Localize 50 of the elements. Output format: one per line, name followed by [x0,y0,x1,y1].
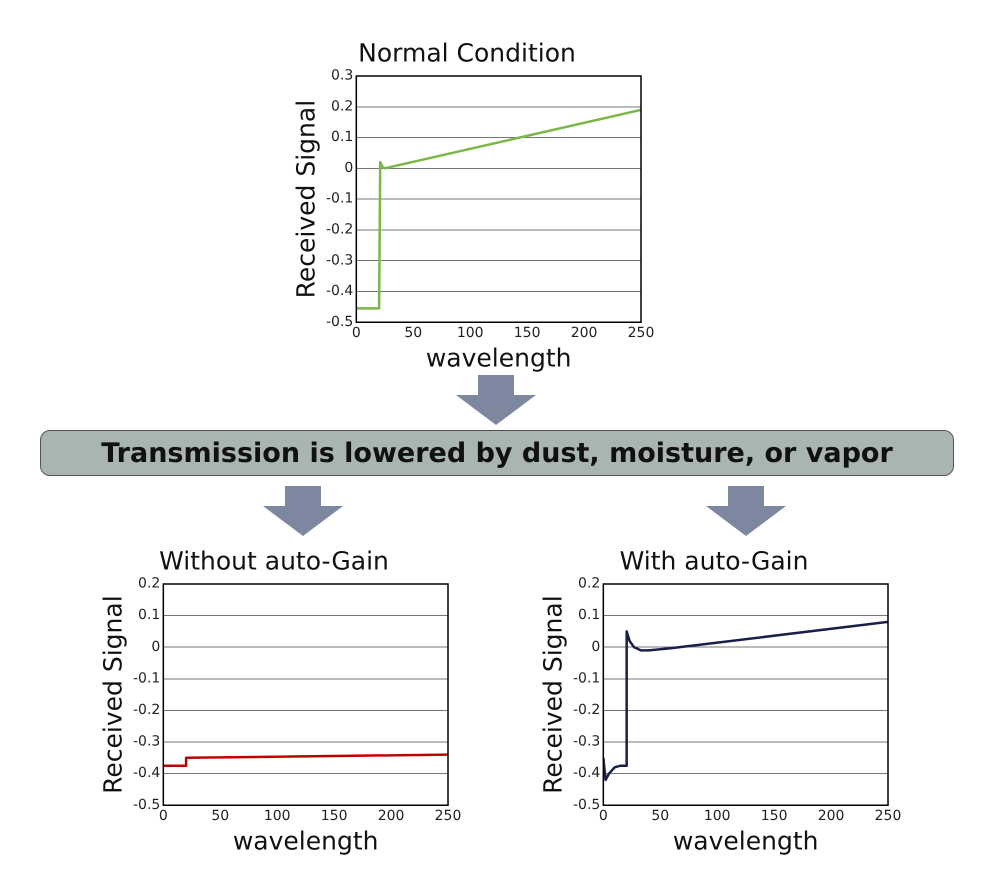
x-tick-label: 50 [651,808,670,824]
y-tick-label: -0.3 [326,252,354,268]
y-tick-label: 0.1 [578,607,600,624]
x-tick-label: 200 [570,325,598,342]
y-axis-title: Received Signal [292,100,320,298]
x-tick-label: 100 [456,325,484,342]
y-tick-label: 0.1 [331,129,354,146]
y-tick-label: 0.2 [578,576,600,592]
text: Transmission is lowered by dust, moisture, or vapor [101,438,893,468]
chart-title: Without auto-Gain [159,546,389,576]
y-tick-label: 0.2 [138,576,160,592]
y-tick-label: -0.4 [132,765,160,782]
y-tick-label: 0 [591,638,600,655]
y-tick-label: -0.2 [132,702,160,718]
y-tick-label: -0.1 [572,670,600,686]
chart-title: Normal Condition [358,38,576,68]
chart-title: With auto-Gain [620,546,808,576]
y-tick-label: -0.3 [572,734,600,750]
y-tick-label: -0.4 [326,283,354,300]
x-tick-label: 50 [404,325,422,342]
x-tick-label: 200 [818,808,844,824]
x-tick-label: 150 [760,808,788,824]
y-axis-title: Received Signal [98,595,128,794]
y-tick-label: -0.1 [326,190,354,207]
y-tick-label: 0.2 [331,98,354,114]
y-axis-title: Received Signal [538,595,568,794]
x-tick-label: 200 [378,808,404,824]
y-tick-label: -0.5 [132,796,160,813]
y-tick-label: 0.3 [331,68,354,84]
y-tick-label: 0 [344,160,354,176]
y-tick-label: -0.2 [572,702,600,718]
y-tick-label: -0.1 [132,670,160,686]
y-tick-label: -0.5 [572,796,600,813]
x-tick-label: 250 [434,808,462,824]
x-tick-label: 50 [211,808,230,824]
x-tick-label: 100 [264,808,291,824]
y-tick-label: -0.2 [326,222,354,238]
y-tick-label: -0.4 [572,765,600,782]
y-tick-label: 0 [151,638,160,655]
y-tick-label: 0.1 [138,607,160,624]
x-tick-label: 150 [320,808,348,824]
x-tick-label: 150 [514,325,540,342]
x-tick-label: 250 [628,325,654,342]
y-tick-label: -0.3 [132,734,160,750]
x-axis-title: wavelength [232,826,378,856]
x-tick-label: 250 [874,808,902,824]
x-axis-title: wavelength [426,344,572,372]
y-tick-label: -0.5 [326,314,354,330]
x-axis-title: wavelength [672,826,818,856]
x-tick-label: 100 [704,808,731,824]
